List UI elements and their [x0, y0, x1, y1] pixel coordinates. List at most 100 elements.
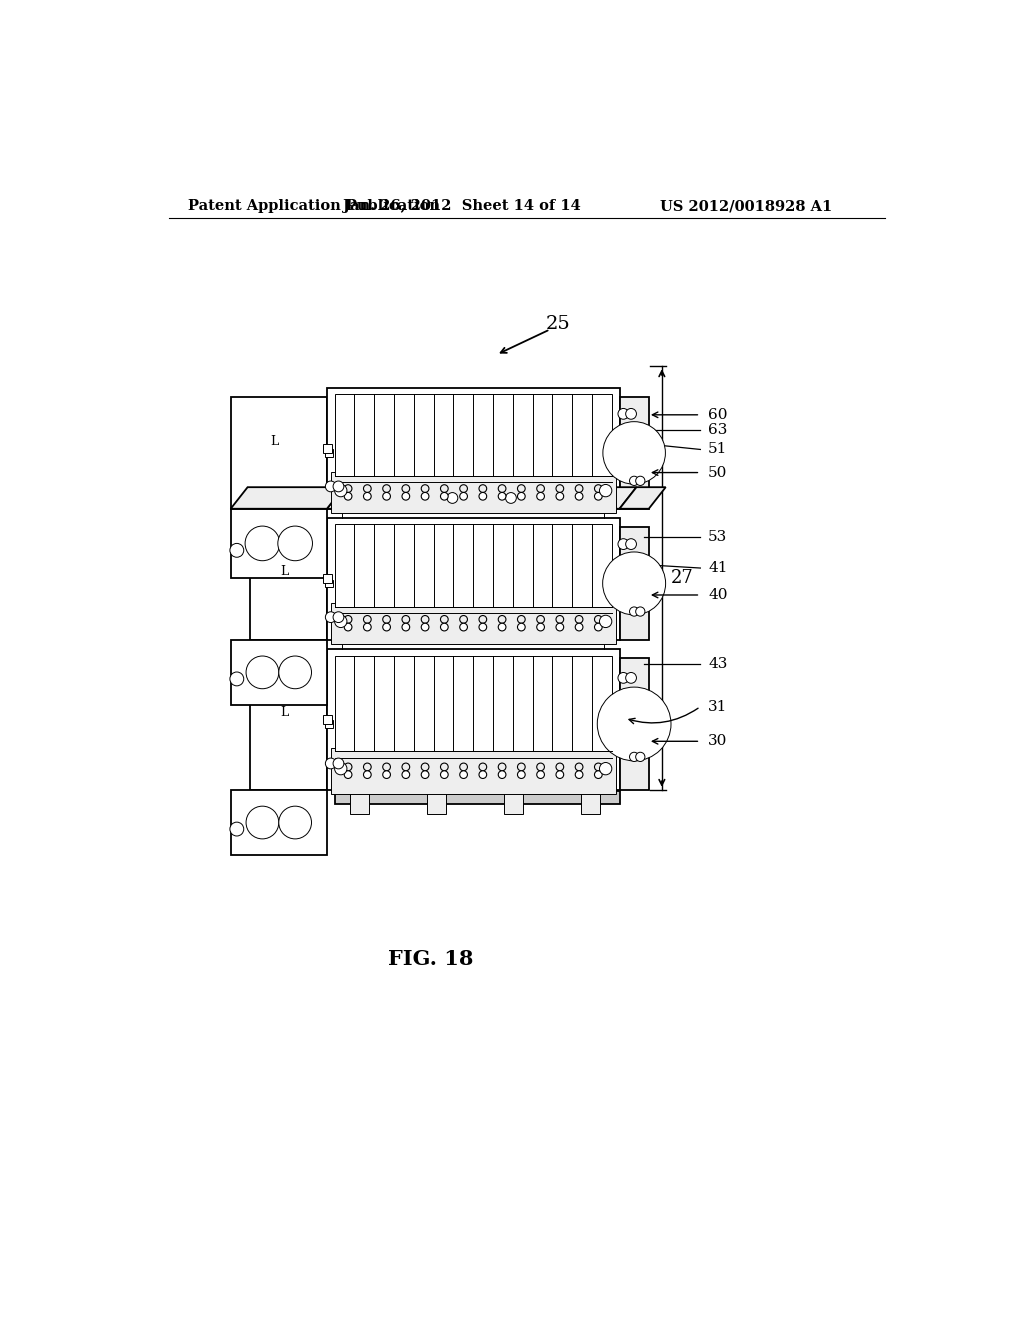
Bar: [323, 444, 333, 453]
Circle shape: [333, 758, 344, 768]
Circle shape: [364, 623, 371, 631]
Circle shape: [460, 484, 467, 492]
Circle shape: [575, 615, 583, 623]
Circle shape: [333, 611, 344, 623]
Circle shape: [333, 480, 344, 492]
Circle shape: [460, 771, 467, 779]
Circle shape: [636, 752, 645, 762]
Circle shape: [537, 763, 545, 771]
Bar: [620, 659, 649, 789]
Circle shape: [246, 656, 279, 689]
Circle shape: [335, 615, 347, 627]
Circle shape: [595, 771, 602, 779]
Bar: [230, 397, 327, 508]
Bar: [230, 789, 327, 855]
Text: Jan. 26, 2012  Sheet 14 of 14: Jan. 26, 2012 Sheet 14 of 14: [343, 199, 581, 213]
Circle shape: [499, 615, 506, 623]
Text: 53: 53: [708, 531, 727, 544]
Bar: [327, 517, 620, 640]
Bar: [335, 656, 611, 751]
Circle shape: [499, 623, 506, 631]
Circle shape: [479, 771, 486, 779]
Circle shape: [537, 492, 545, 500]
Circle shape: [626, 672, 637, 684]
Circle shape: [383, 492, 390, 500]
Circle shape: [537, 623, 545, 631]
Circle shape: [630, 752, 639, 762]
Circle shape: [421, 615, 429, 623]
Circle shape: [556, 492, 563, 500]
Circle shape: [402, 484, 410, 492]
Polygon shape: [620, 487, 666, 508]
Circle shape: [364, 763, 371, 771]
Bar: [326, 579, 333, 587]
Circle shape: [383, 763, 390, 771]
Text: 27: 27: [671, 569, 694, 587]
Circle shape: [245, 527, 280, 561]
Circle shape: [630, 477, 639, 486]
Circle shape: [595, 492, 602, 500]
Circle shape: [383, 771, 390, 779]
Text: 30: 30: [708, 734, 727, 748]
Bar: [331, 747, 615, 793]
Circle shape: [617, 408, 629, 420]
Text: 63: 63: [708, 424, 727, 437]
Circle shape: [556, 484, 563, 492]
Circle shape: [246, 807, 279, 840]
Circle shape: [595, 763, 602, 771]
Circle shape: [499, 771, 506, 779]
Circle shape: [421, 623, 429, 631]
Text: 40: 40: [708, 587, 728, 602]
Circle shape: [364, 771, 371, 779]
Bar: [250, 527, 327, 640]
Circle shape: [402, 615, 410, 623]
Circle shape: [344, 484, 352, 492]
Circle shape: [556, 615, 563, 623]
Circle shape: [402, 771, 410, 779]
Circle shape: [617, 672, 629, 684]
Circle shape: [460, 492, 467, 500]
Circle shape: [440, 615, 449, 623]
Circle shape: [440, 623, 449, 631]
Circle shape: [517, 623, 525, 631]
Bar: [327, 649, 620, 789]
Circle shape: [421, 763, 429, 771]
Circle shape: [499, 484, 506, 492]
Circle shape: [230, 822, 244, 836]
Circle shape: [479, 623, 486, 631]
Circle shape: [537, 615, 545, 623]
Circle shape: [344, 623, 352, 631]
Circle shape: [364, 492, 371, 500]
Circle shape: [575, 771, 583, 779]
Circle shape: [597, 688, 671, 760]
Circle shape: [440, 763, 449, 771]
Circle shape: [556, 623, 563, 631]
Bar: [581, 792, 600, 814]
Circle shape: [344, 763, 352, 771]
Text: L: L: [281, 565, 289, 578]
Circle shape: [517, 771, 525, 779]
Circle shape: [636, 477, 645, 486]
Circle shape: [603, 552, 666, 615]
Circle shape: [626, 408, 637, 420]
Bar: [350, 792, 370, 814]
Circle shape: [278, 527, 312, 561]
Circle shape: [440, 492, 449, 500]
Circle shape: [603, 421, 666, 484]
Circle shape: [595, 484, 602, 492]
Circle shape: [517, 763, 525, 771]
Circle shape: [402, 623, 410, 631]
Bar: [326, 721, 333, 727]
Bar: [335, 393, 611, 477]
Circle shape: [460, 615, 467, 623]
Circle shape: [383, 615, 390, 623]
Text: 51: 51: [708, 442, 727, 457]
Circle shape: [479, 484, 486, 492]
Polygon shape: [327, 487, 637, 508]
Circle shape: [230, 672, 244, 686]
Circle shape: [537, 484, 545, 492]
Circle shape: [517, 615, 525, 623]
Circle shape: [599, 484, 611, 496]
Circle shape: [479, 763, 486, 771]
Circle shape: [537, 771, 545, 779]
